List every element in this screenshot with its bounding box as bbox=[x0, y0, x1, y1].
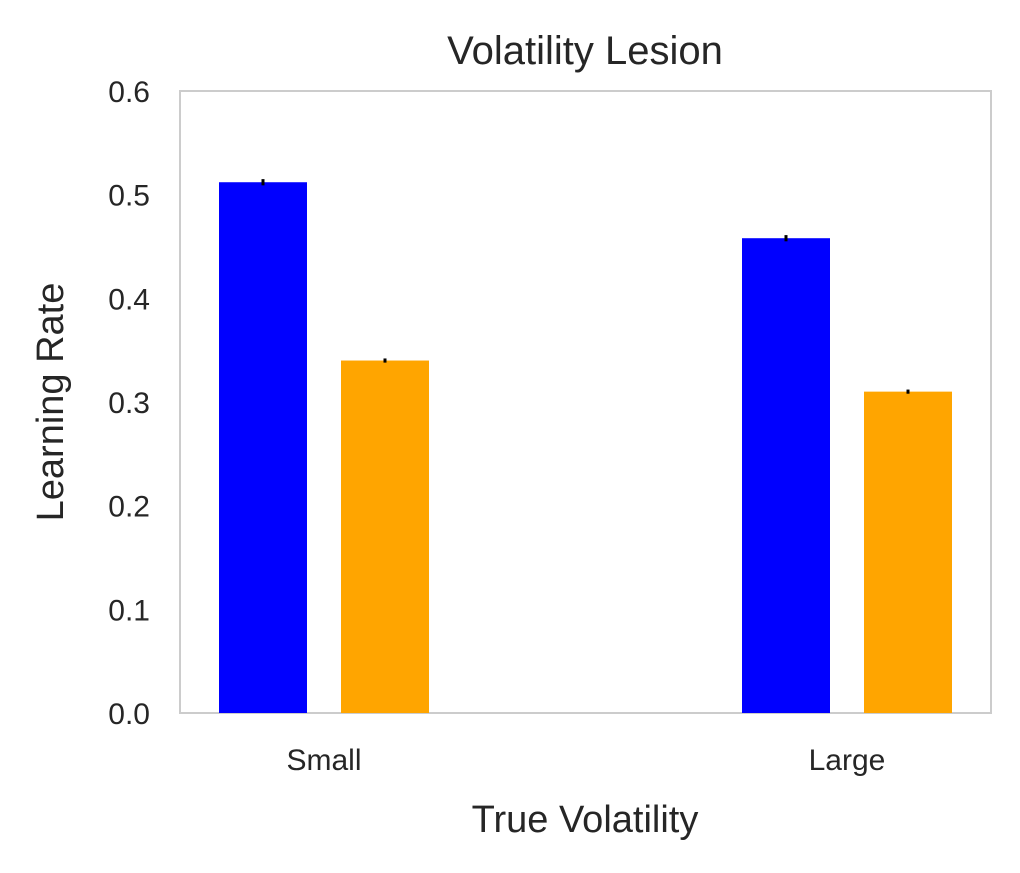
y-axis-ticks: 0.0 0.1 0.2 0.3 0.4 0.5 0.6 bbox=[108, 76, 150, 731]
y-tick-label: 0.4 bbox=[108, 283, 150, 316]
plot-area-frame bbox=[179, 90, 992, 714]
error-bars-group bbox=[261, 179, 910, 394]
y-tick-label: 0.3 bbox=[108, 387, 150, 420]
bar-large-series-1 bbox=[742, 238, 830, 713]
x-tick-label-small: Small bbox=[286, 744, 361, 777]
bar-large-series-2 bbox=[864, 391, 952, 713]
y-tick-label: 0.6 bbox=[108, 76, 150, 109]
y-tick-label: 0.5 bbox=[108, 180, 150, 213]
y-tick-label: 0.1 bbox=[108, 594, 150, 627]
y-tick-label: 0.2 bbox=[108, 491, 150, 524]
bar-small-series-2 bbox=[341, 360, 429, 713]
bars-group bbox=[219, 182, 952, 713]
x-axis-ticks: Small Large bbox=[286, 744, 885, 777]
y-axis-label: Learning Rate bbox=[30, 283, 72, 522]
x-tick-label-large: Large bbox=[809, 744, 886, 777]
bar-small-series-1 bbox=[219, 182, 307, 713]
x-axis-label: True Volatility bbox=[472, 799, 699, 841]
y-tick-label: 0.0 bbox=[108, 698, 150, 731]
chart-title: Volatility Lesion bbox=[447, 29, 723, 73]
